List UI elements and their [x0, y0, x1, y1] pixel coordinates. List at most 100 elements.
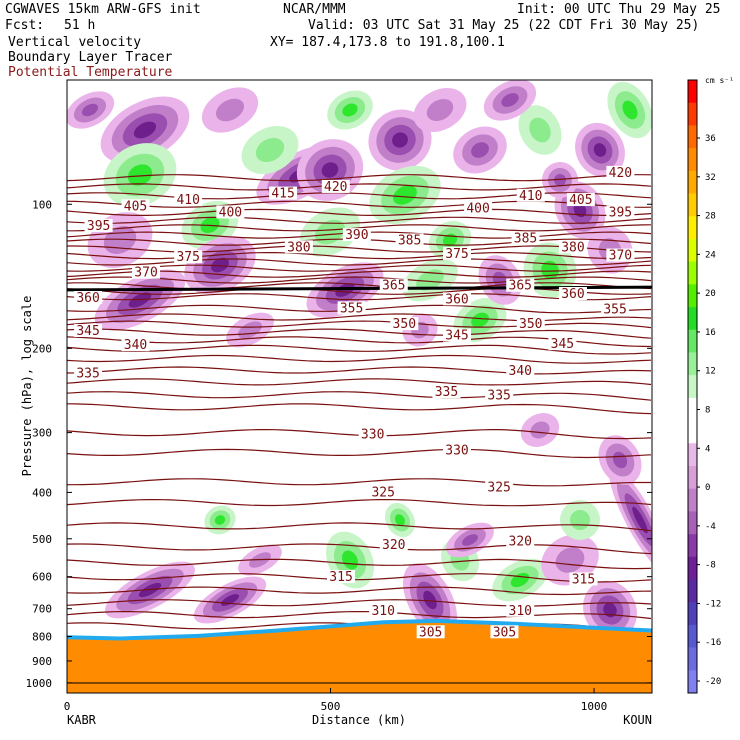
updraft-cell: [393, 185, 417, 205]
terrain: [67, 618, 652, 693]
theta-label-bg: [558, 240, 587, 254]
colorbar-label: 24: [705, 250, 716, 260]
y-tick-label: 1000: [26, 677, 53, 690]
theta-label-bg: [327, 570, 356, 584]
y-tick-label: 200: [32, 342, 52, 355]
theta-label-bg: [485, 388, 514, 402]
y-tick-label: 800: [32, 630, 52, 643]
theta-label-bg: [490, 625, 519, 639]
theta-label-bg: [390, 317, 419, 331]
updraft-cell: [395, 514, 405, 526]
colorbar-label: 32: [705, 173, 716, 183]
theta-contour-line: [67, 252, 652, 260]
theta-label-bg: [395, 233, 424, 247]
forecast-hours: 51 h: [64, 18, 96, 33]
downdraft-cell: [593, 143, 607, 157]
updraft-cell: [314, 219, 346, 245]
downdraft-cell: [426, 98, 454, 122]
axes: 100 200 300 400 500 600 700 800 900 1000 Pressure …: [20, 198, 652, 727]
colorbar-swatch: [688, 375, 697, 399]
theta-label-bg: [511, 231, 540, 245]
theta-label-bg: [464, 201, 493, 215]
x-tick-label: 500: [321, 700, 341, 713]
theta-contour-line: [67, 313, 652, 322]
theta-label-bg: [369, 603, 398, 617]
tropopause-line: [67, 285, 652, 292]
theta-label: 420: [609, 166, 632, 181]
colorbar-swatch: [688, 261, 697, 285]
x-tick-label: 1000: [581, 700, 608, 713]
theta-label: 380: [287, 240, 310, 255]
theta-label: 350: [393, 317, 416, 332]
theta-contour-line: [67, 499, 652, 507]
downdraft-cell: [530, 421, 550, 439]
downdraft-cell: [554, 174, 566, 186]
field-label-boundary-layer-tracer: Boundary Layer Tracer: [8, 50, 173, 65]
theta-label-bg: [506, 603, 535, 617]
colorbar-label: 16: [705, 328, 716, 338]
theta-label: 360: [76, 291, 99, 306]
downdraft-cell: [501, 93, 519, 107]
downdraft-cell: [321, 162, 339, 178]
theta-contour-line: [67, 208, 652, 216]
theta-label-bg: [379, 278, 408, 292]
colorbar-swatch: [688, 647, 697, 671]
theta-label: 410: [519, 189, 542, 204]
theta-contour-line: [67, 344, 652, 355]
theta-label: 405: [124, 199, 147, 214]
theta-label: 345: [76, 324, 99, 339]
updraft-cell: [255, 138, 285, 162]
cross-section-endpoints: XY= 187.4,173.8 to 191.8,100.1: [270, 35, 505, 50]
downdraft-cell: [462, 534, 478, 546]
colorbar-swatch: [688, 238, 697, 262]
theta-label-bg: [342, 228, 371, 242]
theta-contour-line: [67, 192, 652, 200]
x-axis-title: Distance (km): [312, 713, 406, 727]
downdraft-cell: [632, 506, 648, 534]
theta-contour-line: [67, 448, 652, 459]
colorbar-swatch: [688, 284, 697, 308]
theta-contour-line: [67, 183, 652, 191]
colorbar-label: -20: [705, 677, 721, 687]
theta-contour-line: [67, 200, 652, 208]
theta-contour-line: [67, 354, 652, 364]
theta-label-bg: [566, 193, 595, 207]
theta-label: 380: [561, 240, 584, 255]
colorbar-swatch: [688, 102, 697, 126]
theta-contour-line: [67, 611, 652, 620]
colorbar-swatch: [688, 352, 697, 376]
colorbar-swatch: [688, 511, 697, 535]
x-tick-label: 0: [64, 700, 71, 713]
theta-contour-line: [67, 245, 652, 253]
theta-label: 305: [419, 625, 442, 640]
y-tick-label: 600: [32, 571, 52, 584]
theta-contour-line: [67, 366, 652, 375]
colorbar-label: 20: [705, 289, 716, 299]
theta-label-bg: [269, 186, 298, 200]
colorbar-swatch: [688, 420, 697, 444]
y-tick-label: 100: [32, 198, 52, 211]
theta-label-bg: [369, 485, 398, 499]
theta-label-bg: [84, 218, 113, 232]
theta-label-bg: [174, 193, 203, 207]
theta-label-bg: [174, 250, 203, 264]
theta-label: 400: [219, 205, 242, 220]
colorbar-label: 4: [705, 444, 710, 454]
colorbar-swatch: [688, 170, 697, 194]
theta-contour-line: [67, 174, 652, 182]
theta-contour-line: [67, 558, 652, 570]
colorbar-swatch: [688, 397, 697, 421]
theta-label-bg: [337, 301, 366, 315]
colorbar-swatch: [688, 670, 697, 694]
theta-contour-line: [67, 293, 652, 301]
theta-contour-line: [67, 216, 652, 224]
downdraft-cell: [471, 142, 489, 158]
theta-label-bg: [506, 534, 535, 548]
theta-contour-line: [67, 224, 652, 232]
downdraft-cell: [392, 132, 408, 148]
terrain-fill: [67, 622, 652, 693]
colorbar-swatch: [688, 602, 697, 626]
colorbar-label: -12: [705, 599, 721, 609]
theta-contour-line: [67, 287, 652, 295]
